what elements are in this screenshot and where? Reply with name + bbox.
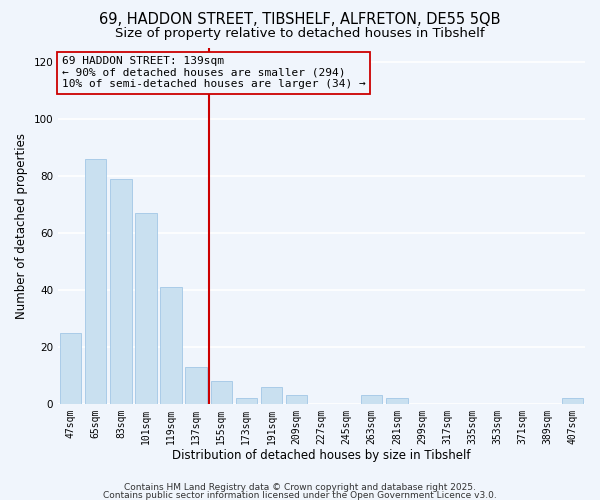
Bar — [386, 398, 407, 404]
Bar — [562, 398, 583, 404]
Y-axis label: Number of detached properties: Number of detached properties — [15, 132, 28, 318]
Bar — [136, 213, 157, 404]
Bar — [110, 178, 131, 404]
Bar — [236, 398, 257, 404]
Bar — [286, 396, 307, 404]
Bar — [85, 158, 106, 404]
X-axis label: Distribution of detached houses by size in Tibshelf: Distribution of detached houses by size … — [172, 450, 471, 462]
Bar — [361, 396, 382, 404]
Text: Size of property relative to detached houses in Tibshelf: Size of property relative to detached ho… — [115, 28, 485, 40]
Bar — [60, 332, 82, 404]
Bar — [160, 287, 182, 404]
Bar — [185, 367, 207, 404]
Bar — [261, 386, 282, 404]
Bar — [211, 381, 232, 404]
Text: Contains public sector information licensed under the Open Government Licence v3: Contains public sector information licen… — [103, 490, 497, 500]
Text: 69, HADDON STREET, TIBSHELF, ALFRETON, DE55 5QB: 69, HADDON STREET, TIBSHELF, ALFRETON, D… — [99, 12, 501, 28]
Text: Contains HM Land Registry data © Crown copyright and database right 2025.: Contains HM Land Registry data © Crown c… — [124, 483, 476, 492]
Text: 69 HADDON STREET: 139sqm
← 90% of detached houses are smaller (294)
10% of semi-: 69 HADDON STREET: 139sqm ← 90% of detach… — [62, 56, 365, 90]
